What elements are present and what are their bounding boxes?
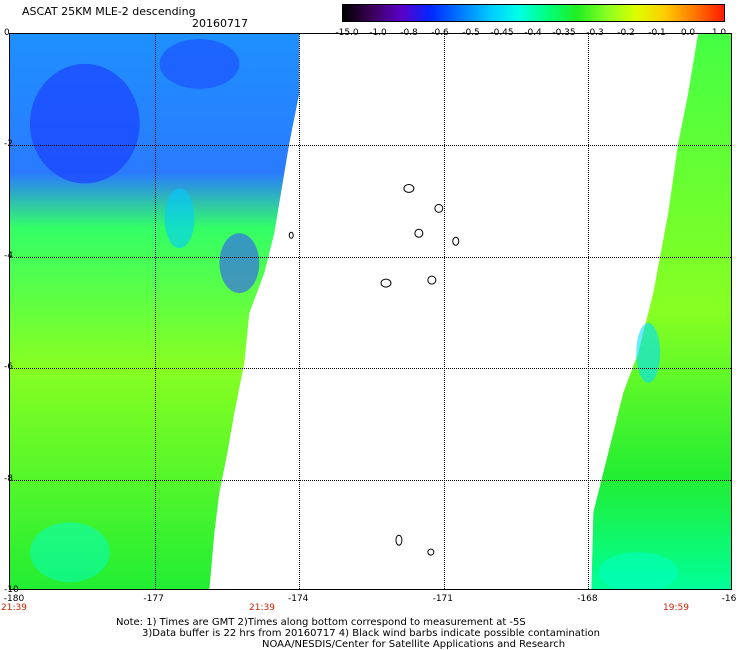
right-swath	[591, 34, 731, 589]
island-outlines	[288, 183, 460, 556]
note-line-3: NOAA/NESDIS/Center for Satellite Applica…	[262, 639, 566, 650]
note-line-1: Note: 1) Times are GMT 2)Times along bot…	[116, 617, 526, 628]
note-line-2: 3)Data buffer is 22 hrs from 20160717 4)…	[142, 628, 600, 639]
latitude-grid-line	[10, 368, 731, 370]
longitude-tick-label: -177	[143, 594, 164, 604]
latitude-tick-label: -10	[4, 585, 19, 595]
time-label-left: 21:39	[1, 603, 27, 613]
longitude-tick-label: -180	[3, 594, 25, 604]
longitude-grid-line	[588, 34, 590, 589]
longitude-grid-line	[299, 34, 301, 589]
longitude-tick-label: -171	[432, 594, 454, 604]
time-label-right: 19:59	[663, 603, 689, 613]
color-scale-bar	[342, 4, 725, 22]
latitude-grid-line	[10, 145, 731, 147]
longitude-grid-line	[154, 34, 156, 589]
longitude-tick-label: -174	[287, 594, 309, 604]
latitude-tick-label: 0	[4, 28, 10, 38]
latitude-tick-label: -6	[4, 362, 13, 373]
latitude-tick-label: -4	[4, 250, 13, 261]
map-title: ASCAT 25KM MLE-2 descending	[22, 5, 196, 18]
latitude-grid-line	[10, 479, 731, 481]
map-plot-area	[9, 33, 732, 590]
time-label-middle: 21:39	[249, 603, 275, 613]
longitude-tick-label: -168	[577, 594, 598, 604]
longitude-tick-label: -16	[721, 594, 737, 604]
map-date: 20160717	[192, 17, 248, 30]
longitude-grid-line	[443, 34, 445, 589]
latitude-tick-label: -2	[4, 139, 13, 150]
latitude-tick-label: -8	[4, 473, 13, 484]
latitude-grid-line	[10, 256, 731, 258]
